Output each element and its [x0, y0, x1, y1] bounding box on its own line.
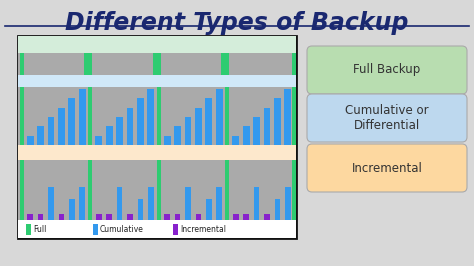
- Bar: [18, 160, 296, 220]
- Text: Incremental: Incremental: [180, 225, 226, 234]
- Bar: [27, 214, 33, 220]
- Bar: [18, 75, 296, 87]
- Bar: [185, 214, 191, 220]
- Bar: [18, 87, 296, 145]
- Bar: [157, 87, 161, 145]
- Bar: [20, 87, 24, 145]
- Text: Full Backup: Full Backup: [354, 64, 420, 77]
- Bar: [127, 214, 133, 220]
- Bar: [96, 214, 101, 220]
- Bar: [206, 199, 212, 220]
- Bar: [69, 214, 75, 220]
- Bar: [274, 199, 280, 220]
- Bar: [106, 214, 112, 220]
- Bar: [164, 136, 171, 145]
- Bar: [89, 87, 92, 145]
- Bar: [226, 87, 229, 145]
- Bar: [195, 108, 202, 145]
- Text: Full: Full: [33, 225, 46, 234]
- Bar: [68, 98, 75, 145]
- Bar: [285, 214, 291, 220]
- Bar: [26, 224, 31, 235]
- Bar: [216, 89, 223, 145]
- Bar: [274, 214, 280, 220]
- Bar: [137, 199, 143, 220]
- Bar: [127, 108, 133, 145]
- Bar: [89, 53, 92, 75]
- FancyBboxPatch shape: [307, 46, 467, 94]
- Bar: [18, 220, 296, 238]
- Bar: [157, 53, 161, 75]
- Bar: [243, 126, 249, 145]
- Bar: [48, 214, 54, 220]
- Bar: [264, 214, 270, 220]
- Bar: [89, 160, 92, 220]
- Bar: [174, 126, 181, 145]
- Bar: [69, 199, 75, 220]
- Bar: [148, 214, 154, 220]
- Bar: [164, 214, 170, 220]
- Bar: [58, 108, 65, 145]
- Bar: [48, 117, 55, 145]
- Bar: [147, 89, 154, 145]
- Bar: [206, 98, 212, 145]
- Bar: [59, 214, 64, 220]
- Bar: [232, 136, 239, 145]
- Bar: [18, 36, 296, 238]
- Bar: [48, 187, 54, 220]
- FancyBboxPatch shape: [307, 144, 467, 192]
- Bar: [106, 126, 112, 145]
- Bar: [137, 98, 144, 145]
- Bar: [173, 224, 178, 235]
- Bar: [292, 87, 296, 145]
- Bar: [226, 160, 229, 220]
- Bar: [116, 117, 123, 145]
- Text: Cumulative or
Differential: Cumulative or Differential: [345, 104, 429, 132]
- Bar: [285, 187, 291, 220]
- Bar: [292, 160, 296, 220]
- Bar: [80, 214, 85, 220]
- Bar: [254, 214, 259, 220]
- Bar: [95, 136, 102, 145]
- Bar: [157, 160, 161, 220]
- Bar: [185, 187, 191, 220]
- Bar: [93, 224, 98, 235]
- Bar: [18, 53, 296, 75]
- Bar: [84, 53, 89, 75]
- Bar: [27, 136, 34, 145]
- Bar: [233, 214, 238, 220]
- Bar: [37, 126, 44, 145]
- Bar: [148, 187, 154, 220]
- Bar: [137, 214, 143, 220]
- Bar: [284, 89, 291, 145]
- Bar: [18, 145, 296, 160]
- Text: Incremental: Incremental: [352, 161, 422, 174]
- Bar: [264, 108, 270, 145]
- Bar: [20, 53, 24, 75]
- Bar: [221, 53, 226, 75]
- Bar: [153, 53, 157, 75]
- Bar: [206, 214, 212, 220]
- Text: Cumulative: Cumulative: [100, 225, 144, 234]
- Text: Different Types of Backup: Different Types of Backup: [65, 11, 409, 35]
- Bar: [254, 187, 259, 220]
- Bar: [80, 187, 85, 220]
- Bar: [226, 53, 229, 75]
- Bar: [292, 53, 296, 75]
- Bar: [18, 36, 296, 53]
- Bar: [38, 214, 44, 220]
- Bar: [175, 214, 181, 220]
- Bar: [117, 214, 122, 220]
- Bar: [117, 187, 122, 220]
- Bar: [217, 214, 222, 220]
- Bar: [79, 89, 86, 145]
- Bar: [217, 187, 222, 220]
- Bar: [196, 214, 201, 220]
- Bar: [243, 214, 249, 220]
- Bar: [253, 117, 260, 145]
- Bar: [274, 98, 281, 145]
- Bar: [185, 117, 191, 145]
- Bar: [20, 160, 24, 220]
- FancyBboxPatch shape: [307, 94, 467, 142]
